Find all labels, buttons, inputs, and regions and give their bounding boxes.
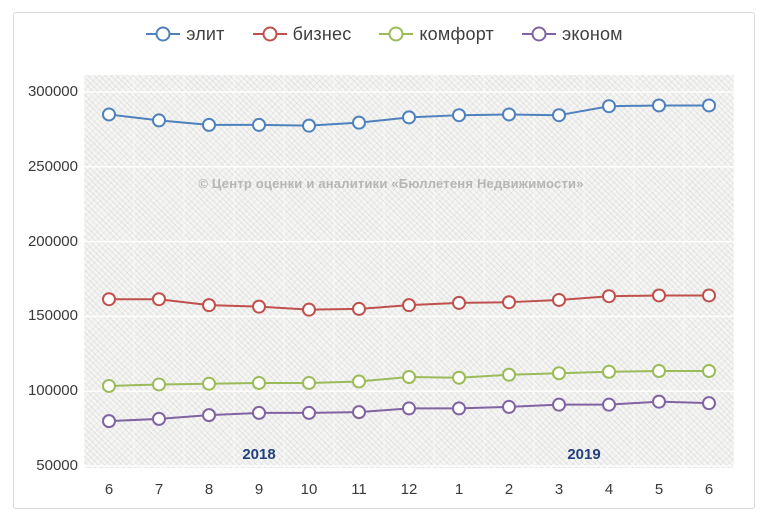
x-axis-month-label: 9 [254, 481, 264, 498]
legend-item-label: эконом [561, 23, 623, 44]
watermark: © Центр оценки и аналитики «Бюллетеня Не… [198, 176, 584, 191]
x-axis-month-label: 1 [454, 481, 464, 498]
legend-marker-icon [146, 26, 181, 42]
x-axis-month-label: 8 [204, 481, 214, 498]
y-axis-tick-label: 200000 [27, 232, 78, 250]
legend-item-econom: эконом [521, 24, 623, 45]
x-axis-month-label: 10 [300, 481, 318, 498]
legend-item-label: комфорт [419, 23, 494, 44]
plot-area [84, 75, 734, 468]
y-axis-tick-label: 50000 [36, 457, 78, 474]
legend-item-comfort: комфорт [378, 24, 494, 45]
x-axis-month-label: 11 [351, 481, 367, 498]
legend-item-business: бизнес [252, 24, 352, 45]
y-axis-tick-label: 100000 [27, 382, 78, 400]
chart-legend: элит бизнес комфорт эконом [0, 21, 768, 47]
y-axis-tick-label: 300000 [27, 83, 78, 100]
x-axis-month-label: 7 [154, 481, 164, 498]
y-axis-tick-label: 150000 [27, 307, 78, 325]
year-label-2018: 2018 [242, 446, 276, 463]
legend-item-elit: элит [145, 24, 224, 45]
x-axis-month-label: 3 [554, 481, 564, 498]
x-axis-month-label: 12 [400, 481, 418, 498]
y-axis-tick-label: 250000 [27, 157, 78, 175]
year-label-2019: 2019 [567, 446, 601, 463]
legend-item-label: элит [186, 23, 225, 44]
x-axis-month-label: 2 [504, 481, 514, 498]
x-axis-month-label: 6 [104, 481, 114, 498]
legend-marker-icon [252, 26, 287, 42]
legend-item-label: бизнес [292, 23, 352, 44]
x-axis-month-label: 6 [704, 481, 714, 498]
legend-marker-icon [379, 26, 414, 42]
x-axis-month-label: 4 [604, 481, 614, 498]
legend-marker-icon [521, 26, 556, 42]
x-axis-month-label: 5 [654, 481, 664, 498]
